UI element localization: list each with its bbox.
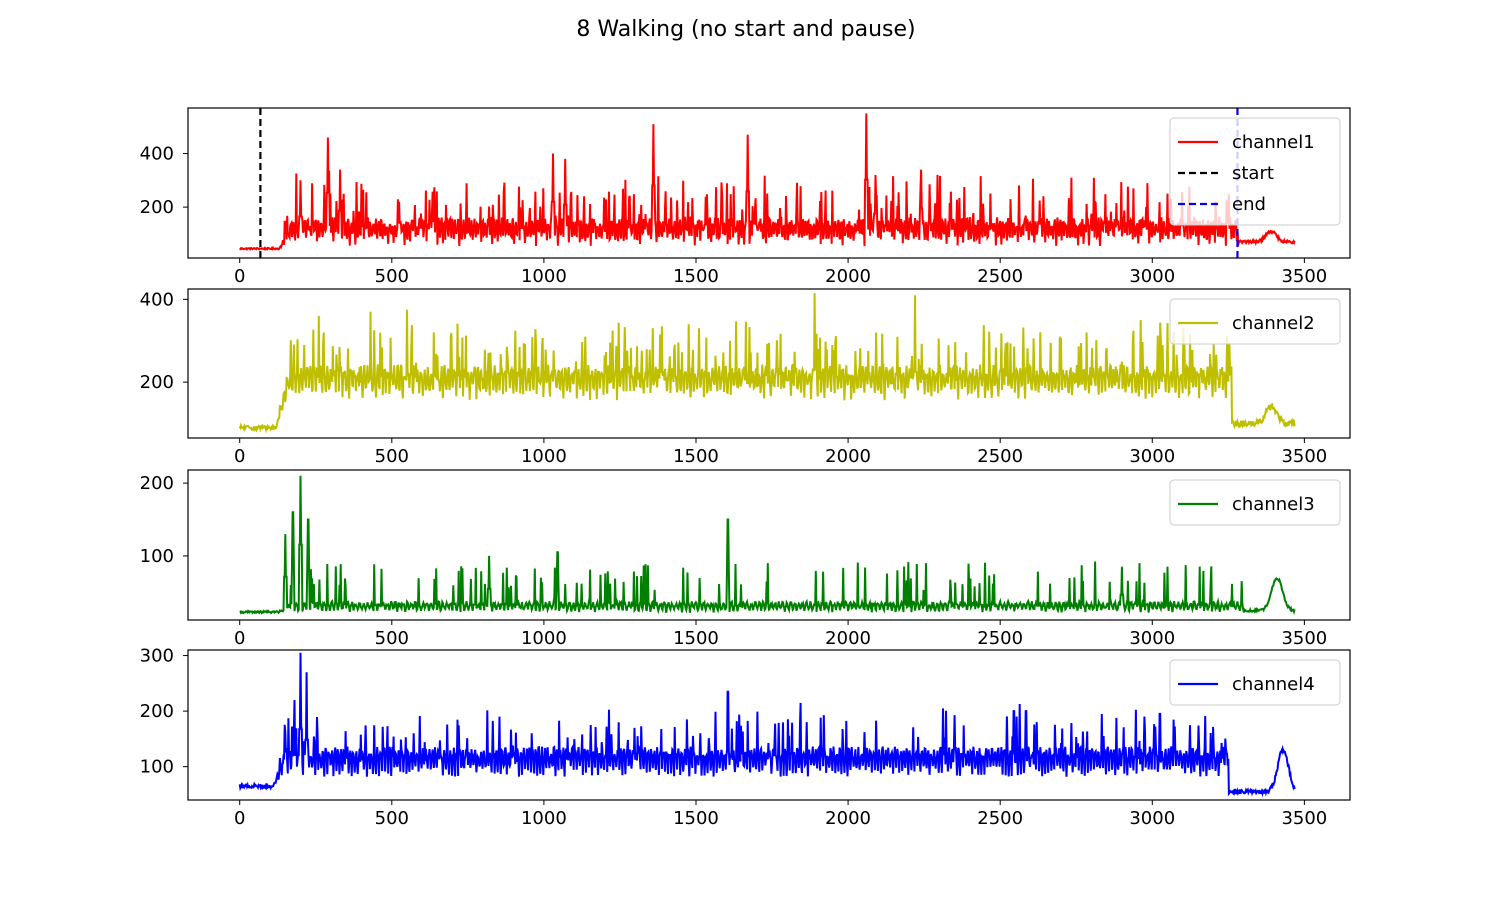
- y-tick-label: 100: [140, 757, 174, 778]
- series-line-channel1: [238, 113, 1296, 252]
- series-line-channel2: [238, 293, 1296, 434]
- legend-box: [1169, 117, 1341, 226]
- x-tick-label: 3000: [1129, 446, 1175, 467]
- x-tick-label: 2000: [825, 628, 871, 649]
- y-tick-label: 200: [140, 197, 174, 218]
- y-tick-label: 400: [140, 144, 174, 165]
- legend-label-channel3: channel3: [1232, 494, 1315, 515]
- x-tick-label: 3500: [1281, 266, 1327, 287]
- axes-frame: [187, 469, 1351, 621]
- subplot-channel4: 0 500 1000 1500 2000 2500 3000 3500 100 200 300 cha…: [140, 646, 1351, 829]
- x-tick-label: 0: [234, 446, 245, 467]
- y-tick-label: 100: [140, 546, 174, 567]
- x-tick-label: 1000: [521, 808, 567, 829]
- axes-frame: [187, 649, 1351, 801]
- x-tick-label: 2000: [825, 808, 871, 829]
- axes-frame: [187, 107, 1351, 259]
- x-tick-label: 1500: [673, 808, 719, 829]
- subplot-channel1: 0 500 1000 1500 2000 2500 3000 3500 200 400 channe…: [140, 107, 1351, 287]
- y-tick-label: 200: [140, 701, 174, 722]
- x-tick-label: 1000: [521, 446, 567, 467]
- y-tick-label: 200: [140, 473, 174, 494]
- x-tick-label: 2500: [977, 266, 1023, 287]
- x-tick-label: 1500: [673, 266, 719, 287]
- x-tick-label: 2500: [977, 446, 1023, 467]
- x-tick-label: 3000: [1129, 628, 1175, 649]
- x-tick-label: 3500: [1281, 446, 1327, 467]
- subplot-channel3: 0 500 1000 1500 2000 2500 3000 3500 100 200 channe…: [140, 469, 1351, 649]
- subplots: 0 500 1000 1500 2000 2500 3000 3500200400channe…: [140, 107, 1351, 829]
- chart-title: 8 Walking (no start and pause): [576, 17, 915, 42]
- x-tick-label: 500: [375, 266, 409, 287]
- x-tick-label: 2500: [977, 808, 1023, 829]
- legend: channel2: [1169, 298, 1341, 345]
- series-line-channel3: [239, 475, 1296, 616]
- x-tick-label: 500: [375, 808, 409, 829]
- x-tick-label: 1000: [521, 266, 567, 287]
- legend-label-channel1: channel1: [1232, 132, 1315, 153]
- x-tick-label: 3000: [1129, 266, 1175, 287]
- legend-box: [1169, 298, 1341, 345]
- axes-frame: [187, 288, 1351, 439]
- legend: channel4: [1169, 659, 1341, 706]
- x-tick-label: 2000: [825, 446, 871, 467]
- legend: channel1 start end: [1169, 117, 1341, 226]
- x-tick-label: 1500: [673, 628, 719, 649]
- legend-label-end: end: [1232, 194, 1266, 215]
- x-tick-label: 0: [234, 808, 245, 829]
- x-tick-label: 2500: [977, 628, 1023, 649]
- x-tick-label: 3500: [1281, 628, 1327, 649]
- legend-box: [1169, 479, 1341, 526]
- x-tick-label: 3500: [1281, 808, 1327, 829]
- x-tick-label: 3000: [1129, 808, 1175, 829]
- subplot-channel2: 0 500 1000 1500 2000 2500 3000 3500 200 400 channe…: [140, 288, 1351, 467]
- x-tick-label: 2000: [825, 266, 871, 287]
- x-tick-label: 1500: [673, 446, 719, 467]
- x-tick-label: 0: [234, 628, 245, 649]
- legend-label-start: start: [1232, 163, 1274, 184]
- y-tick-label: 300: [140, 646, 174, 667]
- x-tick-label: 0: [234, 266, 245, 287]
- legend: channel3: [1169, 479, 1341, 526]
- legend-box: [1169, 659, 1341, 706]
- x-tick-label: 500: [375, 446, 409, 467]
- x-tick-label: 1000: [521, 628, 567, 649]
- series-line-channel4: [238, 652, 1296, 798]
- legend-label-channel4: channel4: [1232, 674, 1315, 695]
- x-tick-label: 500: [375, 628, 409, 649]
- y-tick-label: 400: [140, 289, 174, 310]
- legend-label-channel2: channel2: [1232, 313, 1315, 334]
- y-tick-label: 200: [140, 372, 174, 393]
